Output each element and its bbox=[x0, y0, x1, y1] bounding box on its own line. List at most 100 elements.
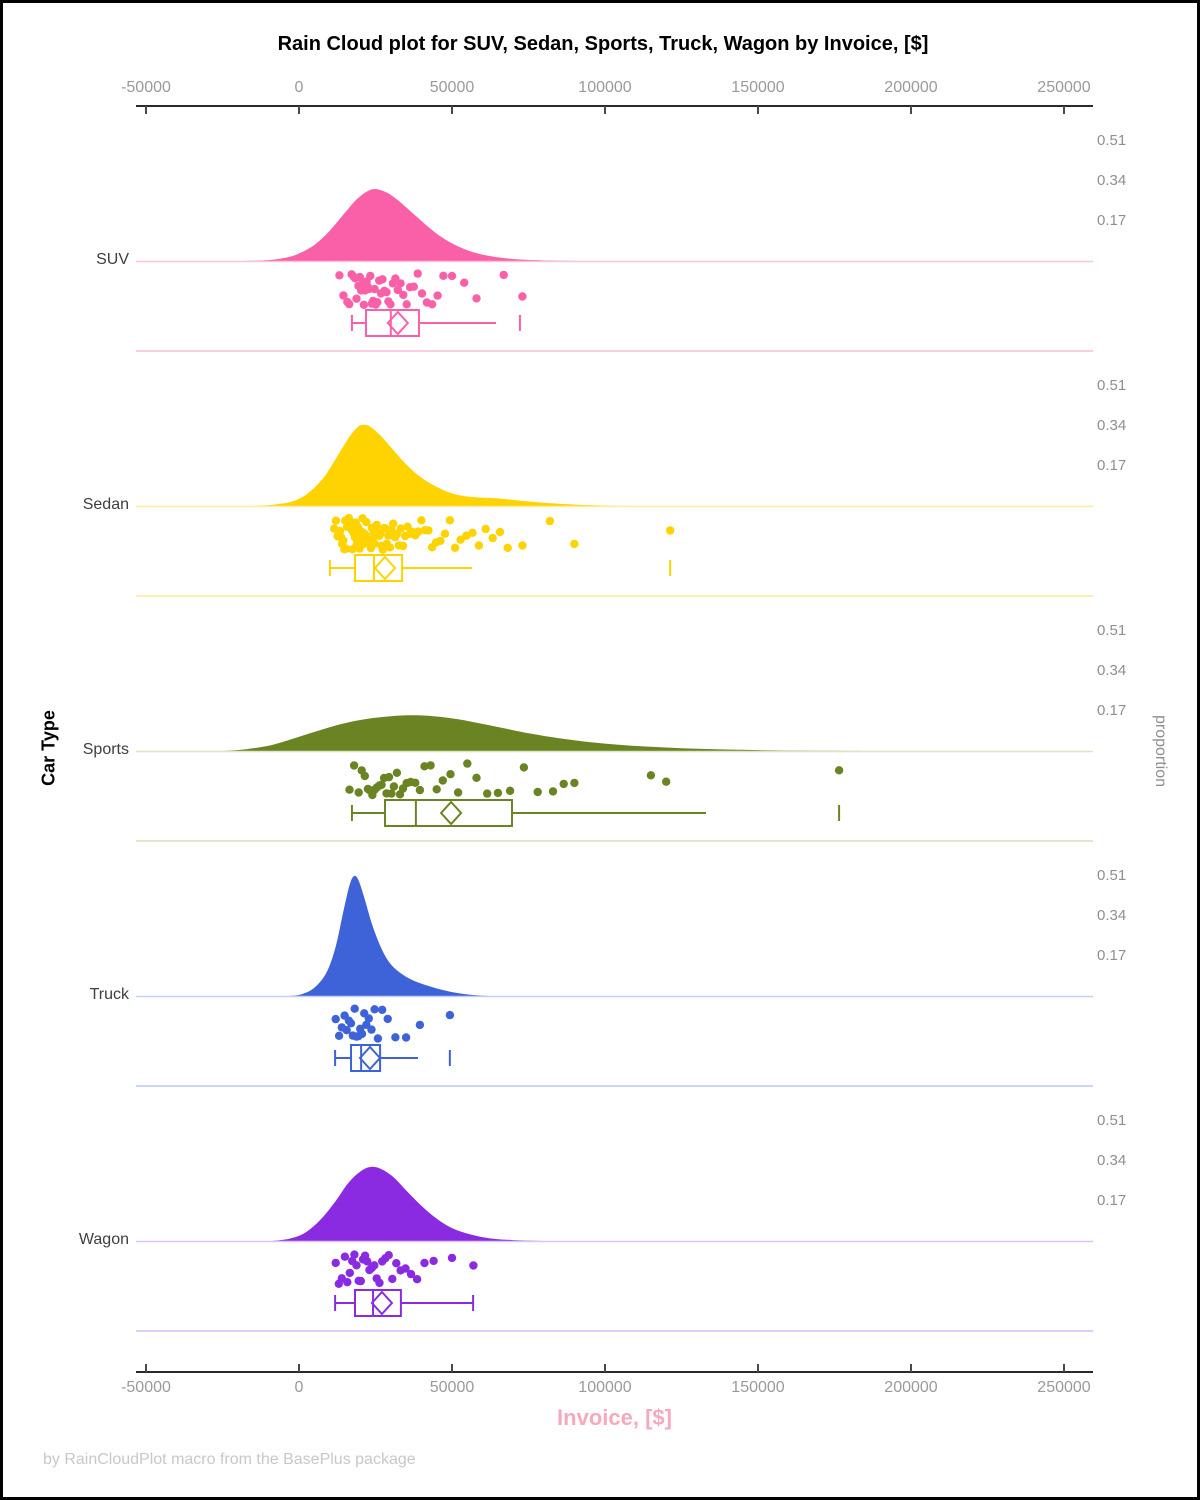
data-point bbox=[472, 773, 481, 782]
data-point bbox=[548, 787, 558, 796]
data-point bbox=[446, 770, 455, 779]
proportion-tick-label: 0.17 bbox=[1097, 456, 1127, 474]
data-point bbox=[401, 1033, 411, 1042]
data-point bbox=[426, 761, 435, 770]
density-sports bbox=[222, 715, 866, 751]
proportion-tick-label: 0.51 bbox=[1097, 1111, 1127, 1129]
data-point bbox=[334, 1031, 344, 1041]
x-axes bbox=[136, 105, 1093, 1373]
data-point bbox=[488, 533, 497, 543]
data-point bbox=[378, 545, 387, 554]
x-tick-label-bottom: 50000 bbox=[429, 1379, 475, 1396]
data-point bbox=[417, 289, 427, 298]
category-label-wagon: Wagon bbox=[78, 1231, 129, 1248]
data-point bbox=[331, 516, 341, 525]
x-tick-label-bottom: 150000 bbox=[731, 1379, 785, 1396]
data-point bbox=[570, 778, 579, 788]
data-point bbox=[399, 290, 408, 300]
x-tick-label-top: 150000 bbox=[731, 79, 785, 96]
data-point bbox=[335, 271, 344, 280]
density-sedan bbox=[253, 424, 636, 506]
data-point bbox=[350, 1250, 359, 1259]
data-point bbox=[398, 541, 408, 551]
data-point bbox=[447, 1253, 457, 1263]
data-point bbox=[438, 776, 447, 785]
category-label-truck: Truck bbox=[89, 986, 129, 1003]
data-point bbox=[370, 1005, 379, 1014]
data-point bbox=[469, 1261, 478, 1270]
data-point bbox=[378, 275, 387, 284]
data-point bbox=[420, 1258, 429, 1268]
data-point bbox=[389, 519, 398, 528]
data-point bbox=[429, 1256, 438, 1266]
category-label-sports: Sports bbox=[82, 741, 129, 758]
boxplot-suv bbox=[350, 309, 521, 337]
data-point bbox=[345, 299, 354, 309]
data-point bbox=[396, 279, 405, 288]
data-point bbox=[570, 539, 579, 549]
proportion-tick-label: 0.34 bbox=[1097, 171, 1127, 189]
data-point bbox=[386, 300, 395, 309]
density-wagon bbox=[271, 1166, 544, 1241]
proportion-tick-label: 0.17 bbox=[1097, 701, 1127, 719]
panel-truck bbox=[136, 875, 1093, 1087]
data-point bbox=[666, 526, 675, 535]
data-point bbox=[433, 291, 442, 300]
mean-diamond bbox=[358, 1045, 382, 1071]
data-point bbox=[414, 527, 423, 536]
data-point bbox=[343, 1278, 352, 1287]
proportion-tick-label: 0.17 bbox=[1097, 1191, 1127, 1209]
data-point bbox=[436, 536, 445, 546]
y-axis-label-proportion: proportion bbox=[1152, 714, 1169, 788]
data-point bbox=[349, 761, 359, 770]
category-label-sedan: Sedan bbox=[82, 496, 129, 513]
panel-sedan bbox=[136, 424, 1093, 597]
data-point bbox=[519, 763, 529, 772]
data-point bbox=[499, 270, 508, 280]
data-point bbox=[362, 517, 371, 527]
panel-wagon bbox=[136, 1166, 1093, 1332]
data-point bbox=[559, 779, 568, 789]
data-point bbox=[346, 1019, 356, 1028]
data-point bbox=[463, 759, 472, 768]
data-point bbox=[518, 292, 527, 301]
data-point bbox=[402, 300, 411, 309]
data-point bbox=[339, 291, 348, 300]
data-point bbox=[359, 300, 369, 309]
data-point bbox=[483, 789, 492, 798]
proportion-tick-label: 0.51 bbox=[1097, 866, 1127, 884]
data-point bbox=[391, 1033, 400, 1042]
data-point bbox=[393, 285, 402, 295]
data-point bbox=[474, 541, 484, 550]
category-label-suv: SUV bbox=[96, 251, 129, 268]
panel-sports bbox=[136, 715, 1093, 842]
data-point bbox=[401, 1264, 410, 1273]
proportion-tick-label: 0.34 bbox=[1097, 661, 1127, 679]
data-point bbox=[518, 541, 527, 550]
x-tick-label-top: 50000 bbox=[429, 79, 475, 96]
data-point bbox=[375, 1278, 384, 1288]
x-axis-label: Invoice, [$] bbox=[557, 1405, 672, 1430]
data-point bbox=[384, 772, 394, 782]
x-tick-label-bottom: 0 bbox=[294, 1379, 304, 1396]
data-point bbox=[468, 528, 477, 537]
data-point bbox=[360, 771, 369, 781]
panel-suv bbox=[136, 188, 1093, 352]
boxplot-truck bbox=[334, 1044, 451, 1072]
x-tick-label-bottom: -50000 bbox=[121, 1379, 171, 1396]
data-point bbox=[345, 785, 354, 794]
data-point bbox=[481, 524, 490, 534]
data-point bbox=[533, 787, 542, 797]
boxplot-sedan bbox=[328, 554, 672, 582]
data-point bbox=[493, 788, 503, 798]
data-point bbox=[447, 271, 457, 281]
data-point bbox=[445, 1010, 455, 1020]
data-point bbox=[432, 785, 441, 794]
proportion-tick-label: 0.51 bbox=[1097, 621, 1127, 639]
data-point bbox=[505, 786, 515, 795]
data-point bbox=[372, 520, 381, 530]
mean-diamond bbox=[370, 1290, 394, 1316]
data-point bbox=[440, 529, 450, 538]
proportion-tick-label: 0.51 bbox=[1097, 376, 1127, 394]
data-point bbox=[370, 539, 379, 548]
